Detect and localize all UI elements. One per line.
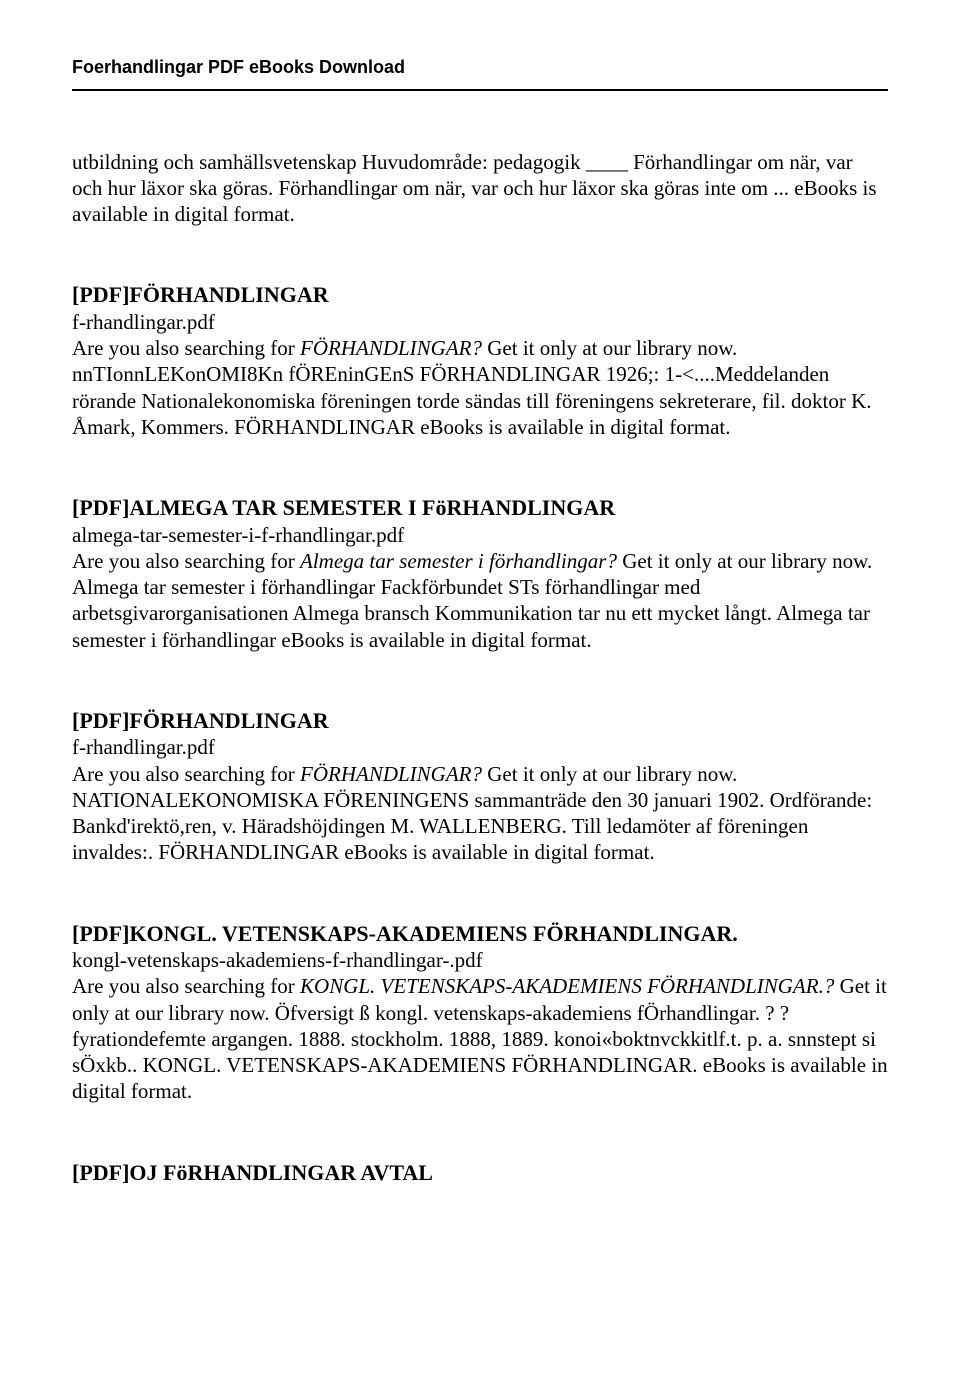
page-header: Foerhandlingar PDF eBooks Download: [72, 56, 888, 79]
body-pre: Are you also searching for: [72, 549, 300, 573]
entry-file: f-rhandlingar.pdf: [72, 309, 888, 335]
body-emphasis: KONGL. VETENSKAPS-AKADEMIENS FÖRHANDLING…: [300, 974, 834, 998]
entry-block: [PDF]FÖRHANDLINGAR f-rhandlingar.pdf Are…: [72, 707, 888, 866]
entry-file: f-rhandlingar.pdf: [72, 734, 888, 760]
body-pre: Are you also searching for: [72, 762, 300, 786]
divider: [72, 89, 888, 91]
entry-body: Are you also searching for FÖRHANDLINGAR…: [72, 761, 888, 866]
entry-block: [PDF]FÖRHANDLINGAR f-rhandlingar.pdf Are…: [72, 281, 888, 440]
body-emphasis: FÖRHANDLINGAR?: [300, 762, 482, 786]
entry-body: Are you also searching for KONGL. VETENS…: [72, 973, 888, 1104]
entry-body: Are you also searching for FÖRHANDLINGAR…: [72, 335, 888, 440]
intro-paragraph: utbildning och samhällsvetenskap Huvudom…: [72, 149, 888, 228]
entry-title: [PDF]OJ FöRHANDLINGAR AVTAL: [72, 1159, 888, 1187]
entry-title: [PDF]FÖRHANDLINGAR: [72, 707, 888, 735]
body-pre: Are you also searching for: [72, 974, 300, 998]
body-emphasis: Almega tar semester i förhandlingar?: [300, 549, 617, 573]
entry-title: [PDF]ALMEGA TAR SEMESTER I FöRHANDLINGAR: [72, 494, 888, 522]
entry-file: kongl-vetenskaps-akademiens-f-rhandlinga…: [72, 947, 888, 973]
entry-title: [PDF]FÖRHANDLINGAR: [72, 281, 888, 309]
entry-title: [PDF]KONGL. VETENSKAPS-AKADEMIENS FÖRHAN…: [72, 920, 888, 948]
body-emphasis: FÖRHANDLINGAR?: [300, 336, 482, 360]
entry-file: almega-tar-semester-i-f-rhandlingar.pdf: [72, 522, 888, 548]
entry-block: [PDF]ALMEGA TAR SEMESTER I FöRHANDLINGAR…: [72, 494, 888, 653]
entry-block: [PDF]KONGL. VETENSKAPS-AKADEMIENS FÖRHAN…: [72, 920, 888, 1105]
entry-body: Are you also searching for Almega tar se…: [72, 548, 888, 653]
body-pre: Are you also searching for: [72, 336, 300, 360]
